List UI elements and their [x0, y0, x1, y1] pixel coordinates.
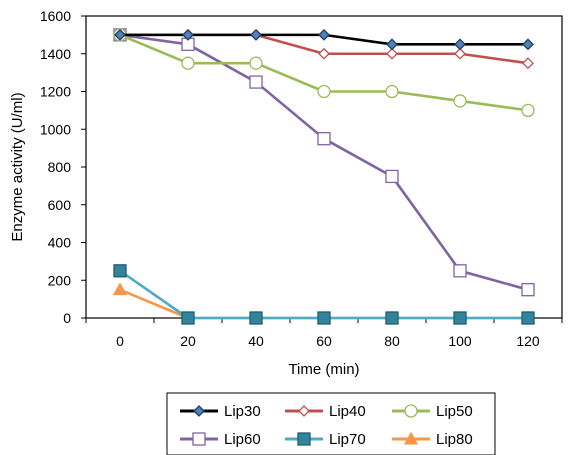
legend-item-lip30: Lip30: [180, 403, 261, 420]
data-point-lip70: [113, 264, 127, 278]
data-point-lip50: [317, 84, 331, 99]
y-tick-label: 1600: [40, 8, 71, 24]
data-point-lip30: [182, 28, 194, 41]
data-point-lip30: [522, 38, 534, 51]
data-point-lip30: [386, 38, 398, 51]
data-point-lip30: [318, 28, 330, 41]
series-lip70: [113, 264, 535, 325]
legend-item-lip50: Lip50: [392, 403, 473, 420]
data-point-lip60: [453, 264, 467, 278]
data-point-lip30: [114, 28, 126, 41]
x-tick-label: 0: [116, 333, 124, 349]
legend-label: Lip40: [329, 403, 366, 420]
legend-box: [166, 392, 496, 455]
data-point-lip60: [385, 169, 399, 184]
data-point-lip50: [181, 56, 195, 70]
y-axis-ticks: 0 200 400 600 800 1000 1200 1400 1600: [40, 8, 86, 326]
x-tick-label: 40: [248, 333, 264, 349]
y-tick-label: 1000: [40, 121, 71, 137]
data-point-lip40: [318, 47, 330, 60]
series-lip50: [113, 28, 535, 118]
x-axis-title: Time (min): [288, 361, 359, 378]
legend-item-lip80: Lip80: [392, 431, 473, 448]
y-tick-label: 1200: [40, 84, 71, 100]
data-point-lip40: [386, 47, 398, 60]
legend-label: Lip30: [224, 403, 261, 420]
x-tick-label: 120: [516, 333, 540, 349]
legend-label: Lip60: [224, 431, 261, 448]
data-point-lip60: [249, 75, 263, 89]
plot-area-border: [85, 15, 563, 319]
x-tick-label: 100: [448, 333, 472, 349]
data-point-lip50: [521, 103, 535, 118]
data-point-lip60: [317, 132, 331, 146]
legend-marker: [298, 405, 310, 417]
legend-label: Lip80: [436, 431, 473, 448]
legend-marker: [403, 431, 419, 445]
series-lip60: [113, 28, 535, 297]
data-point-lip80: [112, 282, 128, 296]
y-tick-label: 200: [48, 272, 72, 288]
data-point-lip70: [317, 311, 331, 325]
x-axis-ticks: 0 20 40 60 80 100 120: [85, 318, 563, 349]
x-tick-label: 80: [384, 333, 400, 349]
data-point-lip30: [250, 28, 262, 41]
y-tick-label: 1400: [40, 46, 71, 62]
data-point-lip30: [454, 38, 466, 51]
data-point-lip70: [181, 311, 195, 325]
series-line-lip60: [119, 33, 529, 291]
legend-label: Lip50: [436, 403, 473, 420]
legend-marker: [297, 432, 311, 446]
legend-marker: [193, 405, 205, 417]
series-line-lip50: [119, 33, 529, 112]
legend-item-lip70: Lip70: [285, 431, 366, 448]
data-point-lip70: [385, 311, 399, 325]
y-tick-label: 800: [48, 159, 72, 175]
data-point-lip60: [521, 283, 535, 297]
legend-item-lip60: Lip60: [180, 431, 261, 448]
x-tick-label: 20: [180, 333, 196, 349]
legend-marker: [192, 432, 206, 446]
series-lip30: [114, 28, 534, 51]
y-tick-label: 400: [48, 235, 72, 251]
legend: Lip30 Lip40 Lip50 Lip60 Lip70 Lip80: [166, 392, 496, 455]
data-point-lip50: [453, 94, 467, 108]
series-layer: [112, 28, 536, 325]
data-point-lip40: [522, 57, 534, 70]
y-tick-label: 600: [48, 197, 72, 213]
data-point-lip50: [385, 84, 399, 99]
legend-marker: [404, 404, 418, 418]
data-point-lip50: [249, 56, 263, 70]
legend-label: Lip70: [329, 431, 366, 448]
plot-frame: [85, 15, 563, 319]
data-point-lip70: [453, 311, 467, 325]
legend-item-lip40: Lip40: [285, 403, 366, 420]
data-point-lip70: [521, 311, 535, 325]
y-tick-label: 0: [63, 310, 71, 326]
x-tick-label: 60: [316, 333, 332, 349]
data-point-lip70: [249, 311, 263, 325]
data-point-lip40: [454, 47, 466, 60]
y-axis-title: Enzyme activity (U/ml): [9, 92, 26, 241]
